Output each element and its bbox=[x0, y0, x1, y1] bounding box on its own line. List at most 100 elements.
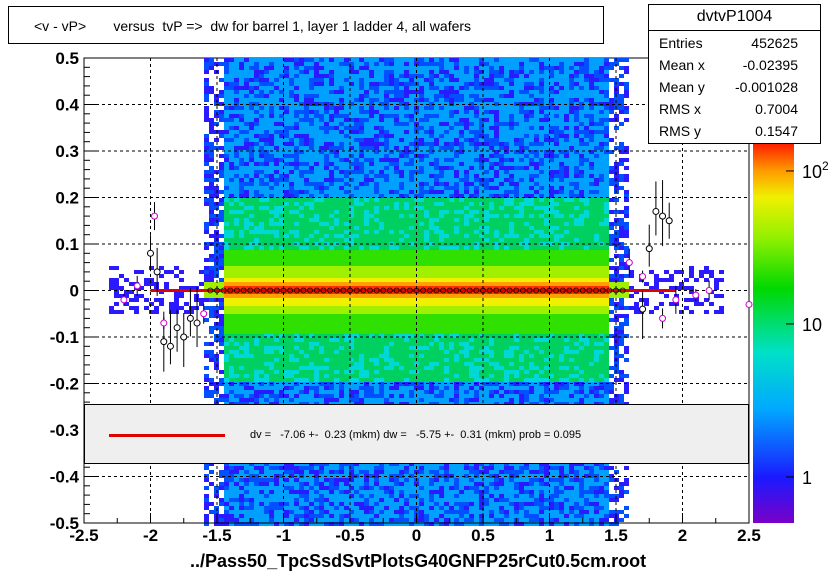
heatmap-cell bbox=[239, 306, 244, 310]
heatmap-cell bbox=[309, 182, 314, 186]
heatmap-cell bbox=[219, 94, 224, 98]
heatmap-cell bbox=[294, 82, 299, 86]
heatmap-cell bbox=[334, 154, 339, 158]
heatmap-cell bbox=[309, 174, 314, 178]
heatmap-cell bbox=[234, 514, 239, 518]
heatmap-cell bbox=[419, 190, 424, 194]
heatmap-cell bbox=[229, 394, 234, 398]
heatmap-cell bbox=[294, 258, 299, 262]
heatmap-cell bbox=[234, 394, 239, 398]
heatmap-cell bbox=[209, 142, 214, 146]
heatmap-cell bbox=[274, 198, 279, 202]
heatmap-cell bbox=[399, 190, 404, 194]
heatmap-cell bbox=[269, 174, 274, 178]
heatmap-cell bbox=[339, 194, 344, 198]
heatmap-cell bbox=[304, 294, 309, 298]
heatmap-cell bbox=[379, 314, 384, 318]
heatmap-cell bbox=[264, 510, 269, 514]
heatmap-cell bbox=[354, 298, 359, 302]
heatmap-cell bbox=[279, 266, 284, 270]
heatmap-cell bbox=[339, 274, 344, 278]
heatmap-cell bbox=[229, 166, 234, 170]
heatmap-cell bbox=[249, 306, 254, 310]
heatmap-cell bbox=[289, 58, 294, 62]
heatmap-cell bbox=[264, 266, 269, 270]
heatmap-cell bbox=[404, 186, 409, 190]
heatmap-cell bbox=[279, 314, 284, 318]
heatmap-cell bbox=[284, 354, 289, 358]
heatmap-cell bbox=[294, 362, 299, 366]
heatmap-cell bbox=[249, 142, 254, 146]
heatmap-cell bbox=[229, 74, 234, 78]
heatmap-cell bbox=[249, 126, 254, 130]
heatmap-cell bbox=[259, 522, 264, 526]
heatmap-cell bbox=[289, 246, 294, 250]
heatmap-cell bbox=[304, 338, 309, 342]
heatmap-cell bbox=[319, 102, 324, 106]
heatmap-cell bbox=[319, 122, 324, 126]
heatmap-cell bbox=[224, 254, 229, 258]
heatmap-cell bbox=[239, 282, 244, 286]
heatmap-cell bbox=[399, 390, 404, 394]
heatmap-cell bbox=[144, 282, 149, 286]
heatmap-cell bbox=[284, 194, 289, 198]
heatmap-cell bbox=[389, 514, 394, 518]
heatmap-cell bbox=[319, 226, 324, 230]
heatmap-cell bbox=[409, 514, 414, 518]
heatmap-cell bbox=[344, 194, 349, 198]
heatmap-cell bbox=[389, 214, 394, 218]
heatmap-cell bbox=[319, 274, 324, 278]
heatmap-cell bbox=[244, 234, 249, 238]
heatmap-cell bbox=[289, 346, 294, 350]
heatmap-cell bbox=[354, 126, 359, 130]
heatmap-cell bbox=[229, 70, 234, 74]
heatmap-cell bbox=[294, 322, 299, 326]
heatmap-cell bbox=[354, 322, 359, 326]
heatmap-cell bbox=[314, 378, 319, 382]
heatmap-cell bbox=[234, 358, 239, 362]
heatmap-cell bbox=[279, 318, 284, 322]
heatmap-cell bbox=[389, 230, 394, 234]
heatmap-cell bbox=[324, 130, 329, 134]
heatmap-cell bbox=[279, 482, 284, 486]
heatmap-cell bbox=[404, 102, 409, 106]
heatmap-cell bbox=[354, 146, 359, 150]
heatmap-cell bbox=[404, 282, 409, 286]
heatmap-cell bbox=[394, 66, 399, 70]
heatmap-cell bbox=[419, 122, 424, 126]
heatmap-cell bbox=[269, 182, 274, 186]
heatmap-cell bbox=[349, 110, 354, 114]
heatmap-cell bbox=[239, 494, 244, 498]
heatmap-cell bbox=[264, 138, 269, 142]
heatmap-cell bbox=[329, 362, 334, 366]
heatmap-cell bbox=[224, 346, 229, 350]
heatmap-cell bbox=[374, 346, 379, 350]
heatmap-cell bbox=[294, 522, 299, 526]
heatmap-cell bbox=[114, 302, 119, 306]
heatmap-cell bbox=[419, 198, 424, 202]
heatmap-cell bbox=[339, 74, 344, 78]
heatmap-cell bbox=[219, 174, 224, 178]
heatmap-cell bbox=[299, 246, 304, 250]
heatmap-cell bbox=[384, 298, 389, 302]
heatmap-cell bbox=[339, 98, 344, 102]
heatmap-cell bbox=[349, 138, 354, 142]
heatmap-cell bbox=[319, 518, 324, 522]
heatmap-cell bbox=[379, 502, 384, 506]
heatmap-cell bbox=[319, 238, 324, 242]
heatmap-cell bbox=[379, 338, 384, 342]
heatmap-cell bbox=[309, 270, 314, 274]
heatmap-cell bbox=[319, 270, 324, 274]
heatmap-cell bbox=[394, 210, 399, 214]
heatmap-cell bbox=[284, 178, 289, 182]
heatmap-cell bbox=[369, 282, 374, 286]
heatmap-cell bbox=[259, 518, 264, 522]
heatmap-cell bbox=[269, 310, 274, 314]
heatmap-cell bbox=[374, 362, 379, 366]
heatmap-cell bbox=[379, 62, 384, 66]
heatmap-cell bbox=[234, 354, 239, 358]
heatmap-cell bbox=[404, 74, 409, 78]
heatmap-cell bbox=[239, 178, 244, 182]
heatmap-cell bbox=[339, 210, 344, 214]
heatmap-cell bbox=[269, 190, 274, 194]
